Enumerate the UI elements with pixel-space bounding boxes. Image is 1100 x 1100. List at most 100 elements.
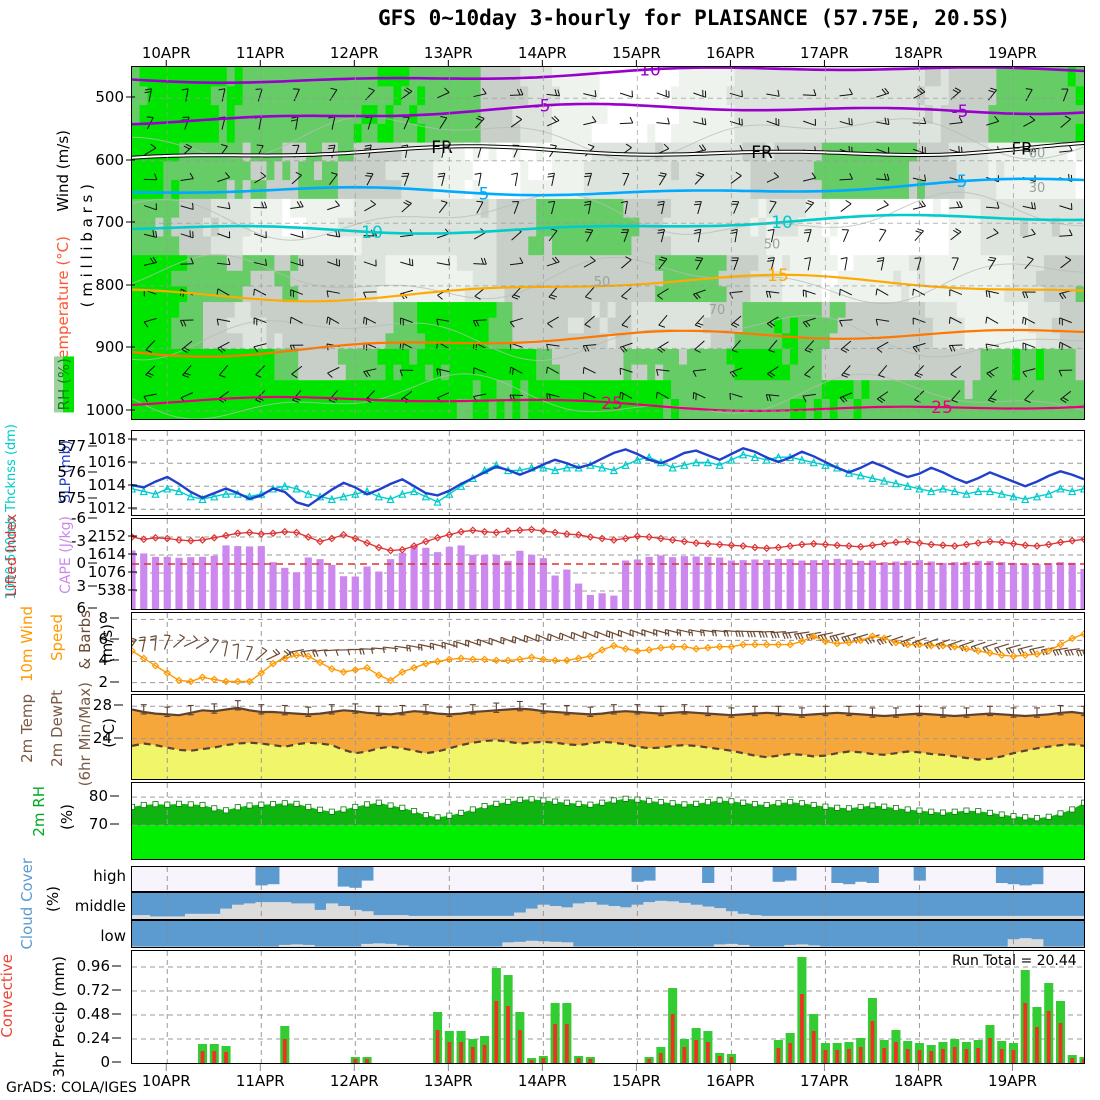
axis-tick-label: 577 — [57, 436, 86, 455]
top-date-label: 13APR — [423, 44, 473, 62]
axis-tick-label: 0.72 — [76, 981, 110, 999]
top-date-label: 10APR — [141, 44, 191, 62]
svg-text:FR: FR — [751, 143, 773, 163]
cloud-left-labels: Cloud Cover (%) high middle low — [0, 858, 131, 952]
slp-left-labels: 1000-500mb Thcknss (dm) SLP (mb) 577 576 5… — [0, 424, 137, 599]
top-date-label: 19APR — [988, 44, 1037, 62]
axis-tick-label: 900 — [95, 338, 124, 357]
axis-tick-label: 6 — [76, 599, 86, 617]
axis-tick-label: 6 — [98, 630, 108, 649]
cape-left-labels: Lifted Index CAPE (J/kg) -6 -3 0 3 6 2152 1614… — [0, 509, 137, 617]
svg-text:-5: -5 — [534, 96, 551, 116]
axis-tick-label: 1076 — [87, 563, 126, 581]
panel-temp-dewpt — [131, 694, 1085, 780]
axis-tick-label: 70 — [88, 815, 108, 834]
bottom-date-label: 18APR — [894, 1072, 943, 1090]
top-date-label: 16APR — [705, 44, 755, 62]
svg-text:-5: -5 — [952, 102, 969, 122]
top-date-label: 15APR — [611, 44, 661, 62]
label-precip-convective: Convective — [0, 954, 16, 1038]
panel-cloud-middle — [131, 892, 1085, 920]
axis-tick-label: -6 — [71, 509, 86, 527]
label-wind: Wind (m/s) — [54, 130, 72, 212]
axis-tick-label: 1018 — [87, 430, 126, 449]
svg-text:5: 5 — [957, 172, 968, 192]
temp-left-labels: 2m Temp 2m DewPt (6hr Min/Max) (°C) 28 24 — [0, 682, 131, 786]
svg-text:60: 60 — [1029, 147, 1046, 162]
bottom-date-axis: 10APR 11APR 12APR 13APR 14APR 15APR 16APR 17APR… — [0, 1064, 1100, 1090]
bottom-date-label: 13APR — [423, 1072, 473, 1090]
bottom-date-label: 16APR — [705, 1072, 755, 1090]
svg-text:25: 25 — [601, 394, 623, 414]
axis-tick-label: 3 — [76, 576, 86, 595]
svg-text:25: 25 — [931, 398, 953, 418]
panel-cape-li — [131, 518, 1085, 610]
axis-tick-label: 576 — [57, 463, 86, 481]
bottom-date-label: 14APR — [517, 1072, 567, 1090]
cloud-row-middle: middle — [74, 897, 126, 915]
panel-rh2m — [131, 782, 1085, 860]
axis-tick-label: 1000 — [85, 400, 124, 419]
axis-tick-label: 500 — [95, 88, 124, 107]
panel-precip — [131, 950, 1085, 1064]
axis-tick-label: 2 — [98, 672, 108, 691]
axis-tick-label: 0.96 — [76, 957, 110, 975]
axis-tick-label: 24 — [92, 728, 112, 747]
bottom-date-label: 17APR — [800, 1072, 849, 1090]
axis-tick-label: 0 — [100, 1053, 110, 1071]
label-2m-dewpt: 2m DewPt — [48, 690, 66, 767]
svg-text:FR: FR — [431, 138, 453, 158]
label-2m-temp: 2m Temp — [18, 694, 36, 763]
svg-text:50: 50 — [764, 237, 781, 252]
label-10m-wind: 10m Wind — [18, 606, 36, 683]
page-title: GFS 0~10day 3-hourly for PLAISANCE (57.7… — [378, 6, 1011, 30]
svg-text:70: 70 — [709, 303, 726, 318]
axis-tick-label: 600 — [95, 150, 124, 169]
panel-upper-air: -10-5-5FRFRFR551010152025255050307060 — [131, 66, 1085, 420]
svg-text:50: 50 — [594, 275, 611, 290]
bottom-date-label: 10APR — [141, 1072, 191, 1090]
label-speed: Speed — [48, 614, 66, 662]
bottom-date-label: 11APR — [235, 1072, 285, 1090]
axis-tick-label: 0.48 — [76, 1005, 110, 1023]
axis-tick-label: 700 — [95, 213, 124, 232]
label-2m-rh: 2m RH — [30, 786, 48, 837]
cloud-row-low: low — [100, 927, 126, 945]
svg-text:5: 5 — [479, 184, 490, 204]
axis-tick-label: 0.24 — [76, 1029, 110, 1047]
svg-text:30: 30 — [1029, 181, 1046, 196]
run-total-label: Run Total = 20.44 — [952, 953, 1077, 969]
svg-text:-10: -10 — [633, 67, 661, 81]
axis-tick-label: 1014 — [87, 476, 126, 495]
axis-tick-label: 0 — [76, 554, 86, 572]
axis-tick-label: 2152 — [87, 527, 126, 545]
panel-slp-thickness — [131, 430, 1085, 516]
top-date-axis: 10APR 11APR 12APR 13APR 14APR 15APR 16APR 17APR… — [0, 44, 1100, 66]
top-date-label: 12APR — [329, 44, 379, 62]
axis-tick-label: 800 — [95, 275, 124, 294]
bottom-date-label: 19APR — [988, 1072, 1037, 1090]
precip-left-labels: Total / Rain Convective 3hr Precip (mm) … — [0, 950, 131, 1077]
axis-tick-label: -3 — [71, 531, 86, 550]
svg-text:FR: FR — [1011, 140, 1033, 160]
svg-text:10: 10 — [361, 223, 383, 243]
panel-cloud-low — [131, 920, 1085, 948]
bottom-date-label: 15APR — [611, 1072, 661, 1090]
svg-text:15: 15 — [767, 266, 789, 286]
axis-tick-label: 1012 — [87, 499, 126, 518]
axis-tick-label: 575 — [57, 489, 86, 508]
axis-tick-label: 80 — [88, 787, 108, 806]
panel-cloud-high — [131, 866, 1085, 892]
top-date-label: 11APR — [235, 44, 285, 62]
panel-wind10m — [131, 612, 1085, 692]
label-cloud-cover: Cloud Cover — [18, 858, 36, 950]
label-lifted-index: Lifted Index — [4, 514, 20, 597]
axis-tick-label: 28 — [92, 696, 112, 715]
bottom-date-label: 12APR — [329, 1072, 379, 1090]
axis-tick-label: 1614 — [87, 545, 126, 563]
axis-tick-label: 538 — [97, 581, 126, 599]
footer-credit: GrADS: COLA/IGES — [6, 1080, 137, 1096]
rh2m-left-labels: 2m RH (%) 80 70 — [0, 782, 131, 860]
axis-tick-label: 4 — [98, 651, 108, 670]
